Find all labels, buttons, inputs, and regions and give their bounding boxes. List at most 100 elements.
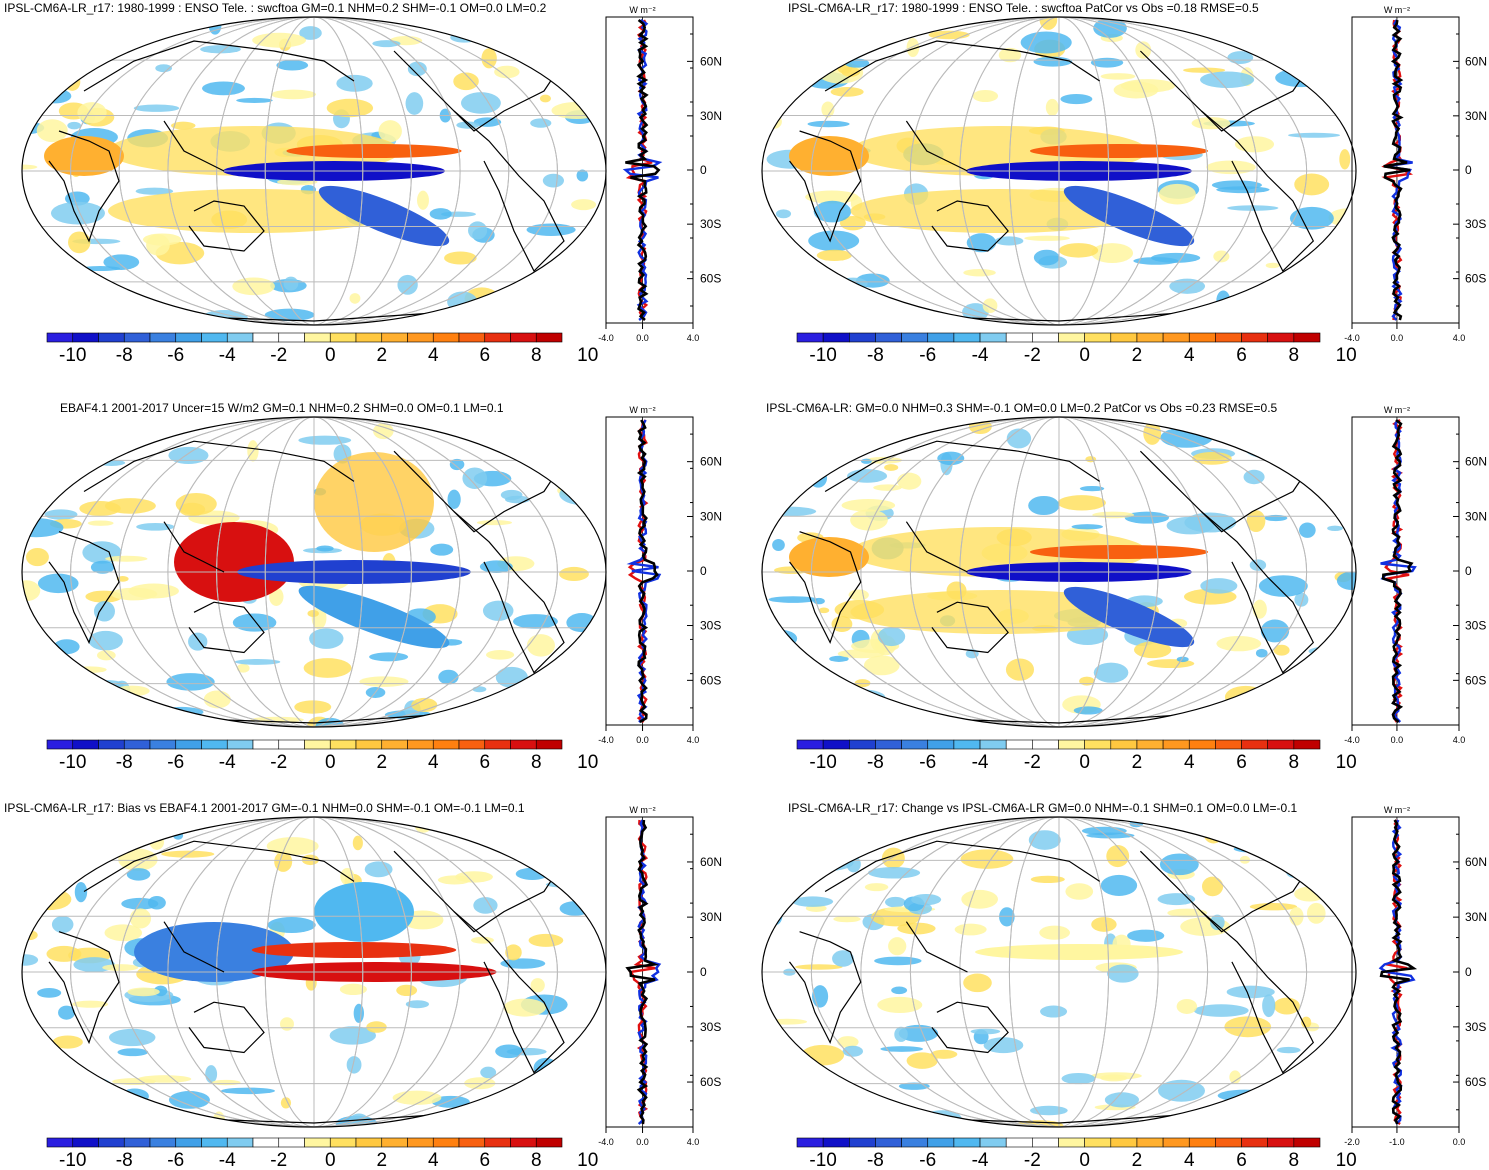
- colorbar-cell: [98, 1137, 125, 1148]
- profile-x-tick: -4.0: [598, 735, 614, 745]
- profile-x-tick: 0.0: [1453, 1137, 1466, 1147]
- colorbar-label: -8: [116, 345, 133, 366]
- colorbar-cell: [848, 332, 876, 343]
- colorbar-cell: [796, 332, 824, 343]
- colorbar-label: -6: [167, 752, 184, 773]
- colorbar-cell: [201, 332, 228, 343]
- colorbar-cell: [226, 332, 254, 343]
- lat-tick-label: 60S: [1465, 272, 1486, 286]
- colorbar-cell: [1241, 1137, 1269, 1148]
- colorbar-cell: [1136, 1137, 1164, 1148]
- lat-tick-label: 30S: [1465, 619, 1486, 633]
- colorbar-cell: [226, 739, 254, 750]
- colorbar-cell: [848, 739, 876, 750]
- profile-x-tick: 0.0: [636, 1137, 649, 1147]
- colorbar-label: -4: [972, 345, 989, 366]
- colorbar-cell: [953, 739, 981, 750]
- colorbar-cell: [1241, 332, 1269, 343]
- map-panel-3: EBAF4.1 2001-2017 Uncer=15 W/m2 GM=0.1 N…: [21, 401, 607, 728]
- colorbar-4: -10 -8 -6 -4 -2 0 2 4 6 8 10: [796, 739, 1357, 773]
- colorbar-label: -2: [270, 752, 287, 773]
- colorbar-cell: [432, 739, 460, 750]
- colorbar-cell: [1110, 739, 1138, 750]
- colorbar-label: 10: [577, 1150, 598, 1170]
- colorbar-cell: [201, 1137, 228, 1148]
- profile-x-tick: -4.0: [598, 333, 614, 343]
- colorbar-label: -2: [270, 345, 287, 366]
- colorbar-label: 0: [325, 752, 336, 773]
- colorbar-label: -4: [219, 1150, 236, 1170]
- colorbar-cell: [510, 739, 537, 750]
- colorbar-cell: [1058, 332, 1085, 343]
- colorbar-cell: [278, 332, 305, 343]
- colorbar-label: -4: [972, 1150, 989, 1170]
- profile-panel-6: 60N 30N 0 30S 60S -2.0 -1.0 0.0 W m⁻²: [1344, 805, 1487, 1147]
- lat-tick-label: 30S: [1465, 1020, 1486, 1034]
- colorbar-cell: [979, 739, 1007, 750]
- colorbar-label: 6: [1236, 752, 1247, 773]
- colorbar-cell: [1188, 739, 1216, 750]
- colorbar-label: -10: [59, 1150, 86, 1170]
- lat-tick-label: 0: [700, 965, 707, 979]
- colorbar-label: 4: [428, 345, 439, 366]
- colorbar-cell: [979, 332, 1007, 343]
- colorbar-label: -8: [116, 1150, 133, 1170]
- profile-x-tick: 0.0: [1391, 735, 1404, 745]
- colorbar-label: 2: [376, 1150, 387, 1170]
- colorbar-5: -10 -8 -6 -4 -2 0 2 4 6 8 10: [46, 1137, 598, 1170]
- profile-series-line: [1381, 418, 1414, 724]
- colorbar-1: -10 -8 -6 -4 -2 0 2 4 6 8 10: [46, 332, 598, 366]
- profile-units: W m⁻²: [629, 805, 655, 815]
- colorbar-label: 4: [428, 752, 439, 773]
- colorbar-label: 4: [1184, 752, 1195, 773]
- profile-panel-1: 60N 30N 0 30S 60S -4.0 0.0 4.0 W m⁻²: [598, 5, 722, 343]
- colorbar-cell: [175, 332, 202, 343]
- profile-units: W m⁻²: [629, 5, 655, 15]
- colorbar-cell: [329, 1137, 357, 1148]
- colorbar-label: 6: [1236, 1150, 1247, 1170]
- colorbar-cell: [381, 1137, 408, 1148]
- lat-tick-label: 60N: [700, 855, 722, 869]
- profile-series-line: [1379, 819, 1418, 1125]
- colorbar-cell: [875, 1137, 902, 1148]
- colorbar-label: 2: [376, 752, 387, 773]
- profile-panel-3: 60N 30N 0 30S 60S -4.0 0.0 4.0 W m⁻²: [598, 405, 722, 745]
- profile-series-line: [625, 18, 661, 321]
- colorbar-label: 8: [531, 752, 542, 773]
- colorbar-label: -10: [809, 345, 836, 366]
- colorbar-cell: [927, 332, 955, 343]
- profile-units: W m⁻²: [1384, 405, 1410, 415]
- colorbar-label: -6: [919, 345, 936, 366]
- profile-x-tick: 0.0: [636, 735, 649, 745]
- map-panel-2: IPSL-CM6A-LR_r17: 1980-1999 : ENSO Tele.…: [761, 1, 1357, 326]
- colorbar-label: 4: [428, 1150, 439, 1170]
- profile-units: W m⁻²: [1384, 5, 1410, 15]
- colorbar-cell: [1162, 332, 1190, 343]
- colorbar-cell: [796, 739, 824, 750]
- lat-tick-label: 60S: [700, 1075, 721, 1089]
- colorbar-label: 8: [531, 345, 542, 366]
- profile-x-tick: -1.0: [1389, 1137, 1405, 1147]
- colorbar-cell: [458, 1137, 486, 1148]
- colorbar-label: -4: [972, 752, 989, 773]
- colorbar-cell: [1267, 332, 1295, 343]
- profile-series-line: [1383, 19, 1411, 321]
- colorbar-label: -10: [59, 752, 86, 773]
- lat-tick-label: 0: [700, 564, 707, 578]
- colorbar-6: -10 -8 -6 -4 -2 0 2 4 6 8 10: [796, 1137, 1357, 1170]
- colorbar-cell: [201, 739, 228, 750]
- profile-units: W m⁻²: [1384, 805, 1410, 815]
- colorbar-cell: [381, 739, 408, 750]
- colorbar-label: 0: [325, 345, 336, 366]
- colorbar-cell: [432, 332, 460, 343]
- colorbar-label: 8: [1289, 345, 1300, 366]
- colorbar-label: -8: [116, 752, 133, 773]
- panel-title: IPSL-CM6A-LR: GM=0.0 NHM=0.3 SHM=-0.1 OM…: [766, 401, 1278, 415]
- colorbar-label: -4: [219, 345, 236, 366]
- colorbar-cell: [875, 332, 902, 343]
- colorbar-cell: [1110, 332, 1138, 343]
- colorbar-cell: [1215, 1137, 1242, 1148]
- profile-panel-4: 60N 30N 0 30S 60S -4.0 0.0 4.0 W m⁻²: [1344, 405, 1487, 745]
- colorbar-label: 0: [1079, 752, 1090, 773]
